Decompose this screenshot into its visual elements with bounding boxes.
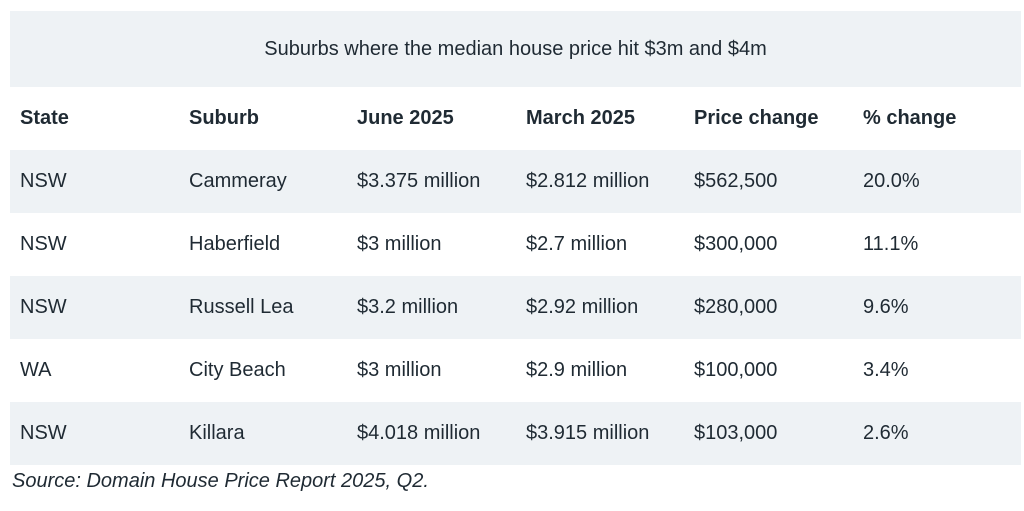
- cell-percent-change: 11.1%: [853, 213, 1021, 276]
- cell-suburb: Russell Lea: [179, 276, 347, 339]
- cell-price-change: $103,000: [684, 402, 853, 465]
- cell-march-2025: $2.9 million: [516, 339, 684, 402]
- cell-state: WA: [10, 339, 179, 402]
- cell-suburb: Cammeray: [179, 150, 347, 213]
- cell-state: NSW: [10, 402, 179, 465]
- cell-march-2025: $2.7 million: [516, 213, 684, 276]
- cell-percent-change: 20.0%: [853, 150, 1021, 213]
- header-percent-change: % change: [853, 87, 1021, 150]
- header-state: State: [10, 87, 179, 150]
- table-caption: Suburbs where the median house price hit…: [10, 11, 1021, 87]
- cell-price-change: $300,000: [684, 213, 853, 276]
- header-june-2025: June 2025: [347, 87, 516, 150]
- cell-state: NSW: [10, 276, 179, 339]
- table-row: NSW Cammeray $3.375 million $2.812 milli…: [10, 150, 1021, 213]
- cell-june-2025: $4.018 million: [347, 402, 516, 465]
- cell-state: NSW: [10, 213, 179, 276]
- header-price-change: Price change: [684, 87, 853, 150]
- header-row: State Suburb June 2025 March 2025 Price …: [10, 87, 1021, 150]
- cell-march-2025: $3.915 million: [516, 402, 684, 465]
- cell-suburb: City Beach: [179, 339, 347, 402]
- cell-percent-change: 2.6%: [853, 402, 1021, 465]
- price-table-container: Suburbs where the median house price hit…: [10, 11, 1021, 465]
- header-suburb: Suburb: [179, 87, 347, 150]
- cell-suburb: Haberfield: [179, 213, 347, 276]
- cell-percent-change: 9.6%: [853, 276, 1021, 339]
- table-row: NSW Killara $4.018 million $3.915 millio…: [10, 402, 1021, 465]
- source-note: Source: Domain House Price Report 2025, …: [12, 470, 429, 492]
- price-table: State Suburb June 2025 March 2025 Price …: [10, 87, 1021, 465]
- cell-march-2025: $2.92 million: [516, 276, 684, 339]
- table-row: WA City Beach $3 million $2.9 million $1…: [10, 339, 1021, 402]
- cell-march-2025: $2.812 million: [516, 150, 684, 213]
- table-body: NSW Cammeray $3.375 million $2.812 milli…: [10, 150, 1021, 465]
- table-row: NSW Haberfield $3 million $2.7 million $…: [10, 213, 1021, 276]
- table-header: State Suburb June 2025 March 2025 Price …: [10, 87, 1021, 150]
- cell-june-2025: $3.2 million: [347, 276, 516, 339]
- cell-june-2025: $3 million: [347, 213, 516, 276]
- cell-june-2025: $3 million: [347, 339, 516, 402]
- table-row: NSW Russell Lea $3.2 million $2.92 milli…: [10, 276, 1021, 339]
- cell-price-change: $100,000: [684, 339, 853, 402]
- header-march-2025: March 2025: [516, 87, 684, 150]
- cell-suburb: Killara: [179, 402, 347, 465]
- cell-price-change: $562,500: [684, 150, 853, 213]
- cell-price-change: $280,000: [684, 276, 853, 339]
- cell-state: NSW: [10, 150, 179, 213]
- cell-percent-change: 3.4%: [853, 339, 1021, 402]
- cell-june-2025: $3.375 million: [347, 150, 516, 213]
